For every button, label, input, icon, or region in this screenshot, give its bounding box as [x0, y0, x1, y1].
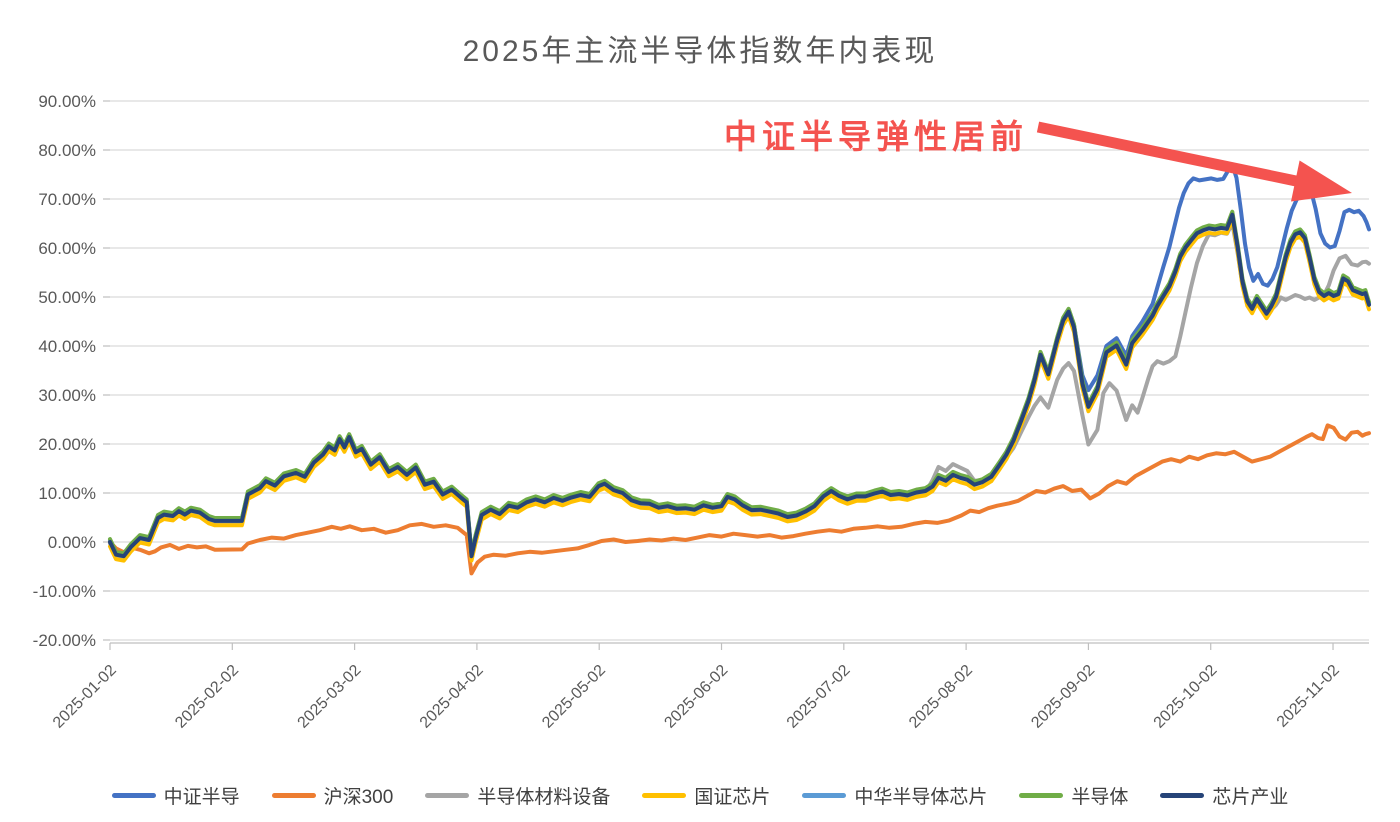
legend-label-gz-chip: 国证芯片	[694, 787, 771, 808]
legend-swatch-gz-chip	[642, 793, 687, 798]
y-axis-label: 10.00%	[38, 484, 96, 503]
legend-item-gz-chip: 国证芯片	[642, 782, 770, 809]
x-axis-label: 2025-10-02	[1151, 662, 1221, 732]
x-axis-label: 2025-11-02	[1274, 662, 1343, 731]
legend-item-hs300: 沪深300	[271, 782, 394, 809]
x-axis-label: 2025-06-02	[661, 662, 731, 732]
legend-label-cn-semi-chip: 中华半导体芯片	[854, 787, 988, 808]
x-axis-label: 2025-08-02	[906, 662, 976, 732]
legend-swatch-semi-materials-equip	[425, 793, 470, 798]
x-axis-label: 2025-05-02	[539, 662, 609, 732]
legend-item-chip-industry: 芯片产业	[1160, 782, 1288, 809]
x-axis-label: 2025-07-02	[784, 662, 854, 732]
legend-item-semi-materials-equip: 半导体材料设备	[425, 782, 610, 809]
legend-swatch-semiconductor	[1019, 793, 1064, 798]
legend-swatch-csi-semi	[111, 793, 156, 798]
legend: 中证半导 沪深300 半导体材料设备 国证芯片 中华半导体芯片 半导体 芯片产业	[0, 782, 1400, 809]
x-axis-label: 2025-03-02	[295, 662, 365, 732]
annotation-arrow	[1036, 121, 1352, 202]
series-line-chip-industry	[108, 212, 1371, 559]
legend-label-hs300: 沪深300	[323, 787, 394, 808]
y-axis-label: 80.00%	[38, 141, 96, 160]
chart-plot-area: 90.00% 80.00% 70.00% 60.00% 50.00% 40.00% 30.0…	[33, 92, 1371, 732]
series-line-gz-chip	[108, 217, 1371, 563]
y-axis-label: 60.00%	[38, 239, 96, 258]
annotation-text: 中证半导弹性居前	[724, 118, 1028, 155]
legend-item-cn-semi-chip: 中华半导体芯片	[802, 782, 987, 809]
series-line-hs300	[108, 423, 1371, 576]
y-axis-label: 70.00%	[38, 190, 96, 209]
legend-item-csi-semi: 中证半导	[111, 782, 240, 809]
legend-item-semiconductor: 半导体	[1019, 782, 1128, 809]
x-axis-label: 2025-09-02	[1028, 662, 1098, 732]
annotation-arrow-shaft	[1036, 121, 1298, 187]
legend-swatch-cn-semi-chip	[802, 793, 847, 798]
y-axis-label: 50.00%	[38, 288, 96, 307]
y-axis-label: 40.00%	[38, 337, 96, 356]
y-axis-label: 90.00%	[38, 92, 96, 111]
x-axis-label: 2025-01-02	[50, 662, 120, 732]
y-axis-label: -20.00%	[33, 631, 96, 650]
series-line-csi-semi	[108, 162, 1371, 557]
legend-swatch-hs300	[271, 793, 316, 798]
chart-title: 2025年主流半导体指数年内表现	[462, 35, 938, 68]
legend-swatch-chip-industry	[1160, 793, 1205, 798]
y-axis-label: 30.00%	[38, 386, 96, 405]
legend-label-csi-semi: 中证半导	[163, 787, 240, 808]
legend-label-semiconductor: 半导体	[1071, 787, 1129, 808]
legend-label-semi-materials-equip: 半导体材料设备	[477, 787, 611, 808]
annotation-arrow-head	[1291, 160, 1352, 202]
x-axis-label: 2025-02-02	[172, 662, 242, 732]
legend-label-chip-industry: 芯片产业	[1212, 787, 1289, 808]
y-axis-label: 0.00%	[48, 533, 96, 552]
y-axis-label: 20.00%	[38, 435, 96, 454]
y-axis-label: -10.00%	[33, 582, 96, 601]
x-axis-label: 2025-04-02	[417, 662, 487, 732]
